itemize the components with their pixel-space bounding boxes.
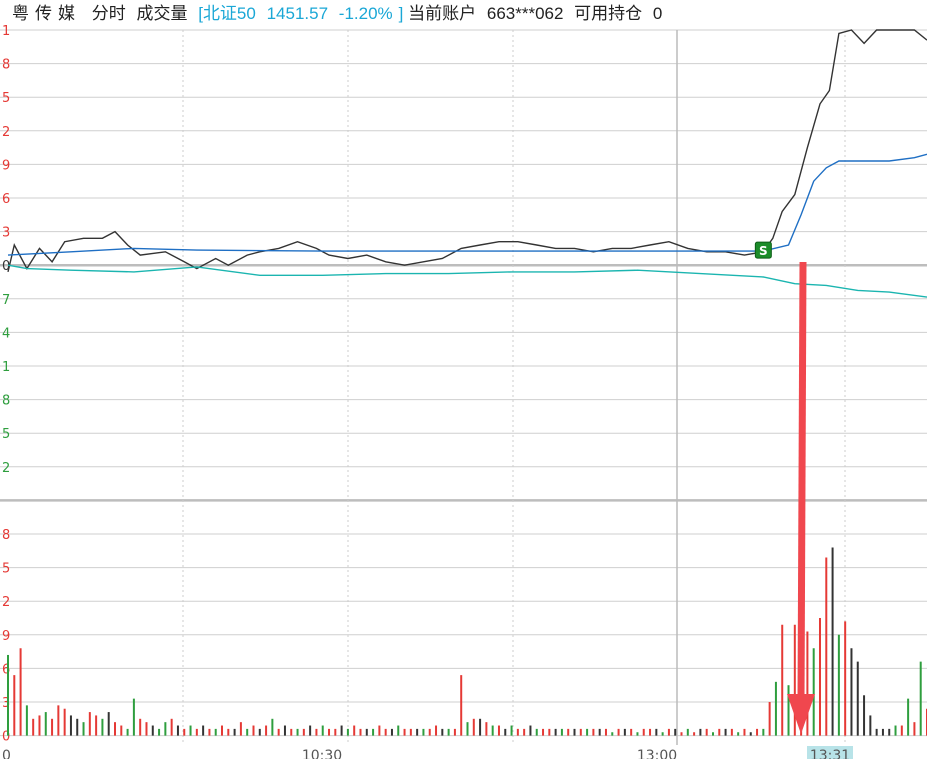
position-label: 可用持仓 [574,4,643,23]
sell-marker-label: S [759,244,768,258]
price-tick-label: 3 [2,226,10,241]
time-tick-label: 10:30 [302,748,342,759]
price-lines [7,29,927,298]
volume-tick-label: 8 [2,528,10,543]
volume-axis: 8 5 2 9 6 3 0 [2,528,10,745]
annotation-arrow [787,261,815,734]
index-bracket-close: ] [398,4,404,23]
index-bracket-open: [ [198,4,203,23]
time-cursor-box [807,746,853,759]
volume-tick-label: 2 [2,595,10,610]
volume-bars [7,547,927,736]
index-value: 1451.57 [266,4,329,23]
price-tick-label: 5 [2,427,10,442]
volume-tick-label: 6 [2,662,10,677]
grid-lines [0,29,927,745]
sell-marker-box [754,241,772,259]
price-series-3 [7,264,927,298]
volume-tick-label: 3 [2,696,10,711]
price-tick-label: 2 [2,125,10,140]
price-tick-label: 7 [2,293,10,308]
price-tick-label: 1 [2,24,10,39]
time-tick-label: 0 [2,748,11,759]
chart-header: 粤传媒 分时 成交量 [北证50 1451.57 -1.20%] 当前账户 66… [0,0,927,28]
time-tick-label: 13:00 [637,748,677,759]
price-series-1 [7,29,927,273]
price-tick-label: 8 [2,58,10,73]
price-tick-label: 4 [2,326,10,341]
index-name: 北证50 [202,4,256,23]
account-label: 当前账户 [408,4,477,23]
volume-tick-label: 9 [2,629,10,644]
index-change: -1.20% [338,4,393,23]
time-axis: 0 10:30 13:00 13:31 [2,746,853,759]
time-tick-label: 13:31 [810,748,850,759]
mode-label[interactable]: 分时 [91,4,126,23]
price-tick-label: 1 [2,360,10,375]
price-tick-label: 9 [2,158,10,173]
account-id: 663***062 [486,4,564,23]
price-tick-label: 5 [2,91,10,106]
volume-tick-label: 5 [2,562,10,577]
price-tick-label: 2 [2,461,10,476]
stock-name: 粤传媒 [12,4,81,23]
volume-tick-label: 0 [2,730,10,745]
sell-marker[interactable]: S [754,241,772,259]
price-series-2 [7,153,927,256]
price-axis: 1 8 5 2 9 6 3 0 7 4 1 8 5 2 [2,24,10,476]
price-tick-label: 6 [2,192,10,207]
position-value: 0 [652,4,663,23]
arrow-head [787,694,815,734]
price-tick-label: 8 [2,394,10,409]
volume-label[interactable]: 成交量 [136,4,188,23]
price-tick-label: 0 [2,259,10,274]
arrow-shaft [797,261,807,701]
